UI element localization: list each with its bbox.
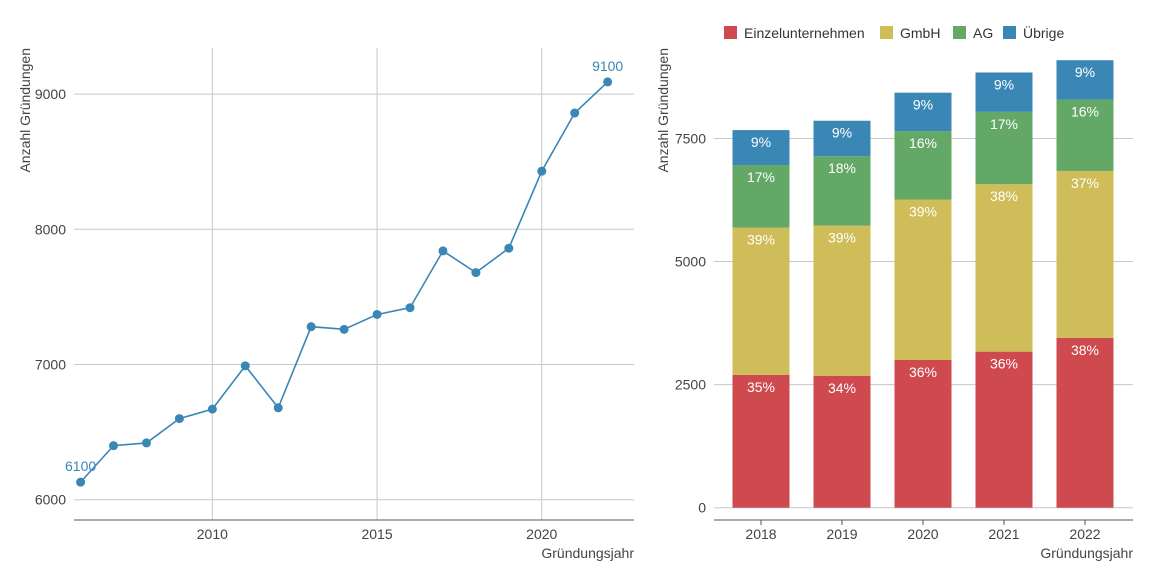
bar-data-label: 17% — [990, 116, 1018, 132]
data-point — [603, 77, 613, 87]
bar-data-label: 38% — [1071, 342, 1099, 358]
data-point — [174, 414, 184, 424]
legend-swatch — [724, 26, 737, 39]
data-point — [207, 404, 217, 414]
y-tick-label: 0 — [698, 500, 706, 516]
bar-segment — [1056, 60, 1114, 100]
bar-segment — [813, 225, 871, 376]
bar-data-label: 9% — [832, 125, 852, 141]
x-tick-label: 2019 — [826, 526, 857, 542]
y-tick-label: 9000 — [35, 86, 66, 102]
data-point — [570, 108, 580, 118]
y-tick-label: 2500 — [675, 377, 706, 393]
bar-data-label: 35% — [747, 379, 775, 395]
bar-data-label: 17% — [747, 169, 775, 185]
y-axis-label: Anzahl Gründungen — [17, 48, 33, 173]
data-point — [339, 324, 349, 334]
bar-segment — [732, 227, 790, 375]
point-annotation: 6100 — [65, 458, 96, 474]
bar-segment — [732, 165, 790, 228]
stacked-bar-chart: 0 2500 5000 7500 35% 39% 17% 9% 2018 34% 39% 18% 9% 2… — [655, 24, 1133, 561]
y-tick-label: 7500 — [675, 130, 706, 146]
legend-swatch — [1003, 26, 1016, 39]
x-tick-label: 2020 — [907, 526, 938, 542]
data-point — [372, 309, 382, 319]
bar-segment — [813, 156, 871, 226]
data-point — [438, 246, 448, 256]
bar-data-label: 16% — [909, 135, 937, 151]
x-tick-label: 2022 — [1069, 526, 1100, 542]
bar-data-label: 37% — [1071, 175, 1099, 191]
bar-segment — [894, 92, 952, 132]
legend-label: Einzelunternehmen — [744, 25, 865, 41]
bar-data-label: 9% — [751, 134, 771, 150]
x-axis-label: Gründungsjahr — [1040, 545, 1133, 561]
y-tick-label: 6000 — [35, 492, 66, 508]
bar-data-label: 9% — [1075, 64, 1095, 80]
x-tick-label: 2018 — [745, 526, 776, 542]
bar-segment — [894, 199, 952, 360]
bar-segment — [732, 130, 790, 166]
bar-segment — [975, 184, 1033, 352]
bar-data-label: 36% — [990, 356, 1018, 372]
bar-data-label: 16% — [1071, 104, 1099, 120]
y-tick-label: 5000 — [675, 254, 706, 270]
bar-segment — [1056, 337, 1114, 508]
bar-data-label: 9% — [913, 97, 933, 113]
legend-label: Übrige — [1023, 24, 1064, 41]
bar-data-label: 18% — [828, 160, 856, 176]
bar-segment — [894, 131, 952, 200]
point-annotation: 9100 — [592, 58, 623, 74]
data-point — [240, 361, 250, 371]
bar-segment — [1056, 99, 1114, 171]
x-tick-label: 2010 — [197, 526, 228, 542]
bar-segment — [975, 72, 1033, 112]
data-point — [141, 438, 151, 448]
bar-segment — [1056, 170, 1114, 338]
data-point — [471, 268, 481, 278]
legend-label: AG — [973, 25, 993, 41]
data-point — [504, 243, 514, 253]
bar-data-label: 38% — [990, 188, 1018, 204]
x-axis-label: Gründungsjahr — [541, 545, 634, 561]
x-tick-label: 2020 — [526, 526, 557, 542]
bar-segment — [894, 360, 952, 508]
data-point — [76, 477, 86, 487]
y-tick-label: 8000 — [35, 221, 66, 237]
data-point — [273, 403, 283, 413]
x-tick-label: 2021 — [988, 526, 1019, 542]
bar-segment — [975, 111, 1033, 185]
bar-segment — [813, 375, 871, 508]
y-axis-label: Anzahl Gründungen — [655, 48, 671, 173]
x-tick-label: 2015 — [361, 526, 392, 542]
data-point — [405, 303, 415, 313]
bar-data-label: 36% — [909, 364, 937, 380]
bar-data-label: 39% — [909, 204, 937, 220]
legend-swatch — [880, 26, 893, 39]
bar-data-label: 34% — [828, 380, 856, 396]
legend-label: GmbH — [900, 25, 940, 41]
bar-data-label: 39% — [747, 232, 775, 248]
legend-swatch — [953, 26, 966, 39]
bar-data-label: 39% — [828, 230, 856, 246]
bar-segment — [975, 351, 1033, 508]
data-point — [537, 166, 547, 176]
bar-data-label: 9% — [994, 76, 1014, 92]
data-point — [306, 322, 316, 332]
series-line — [79, 81, 609, 483]
line-chart: 6000 7000 8000 9000 2010 2015 2020 Gründungsjah… — [17, 48, 634, 561]
bar-segment — [813, 120, 871, 157]
y-tick-label: 7000 — [35, 357, 66, 373]
bar-segment — [732, 374, 790, 508]
data-point — [109, 441, 119, 451]
